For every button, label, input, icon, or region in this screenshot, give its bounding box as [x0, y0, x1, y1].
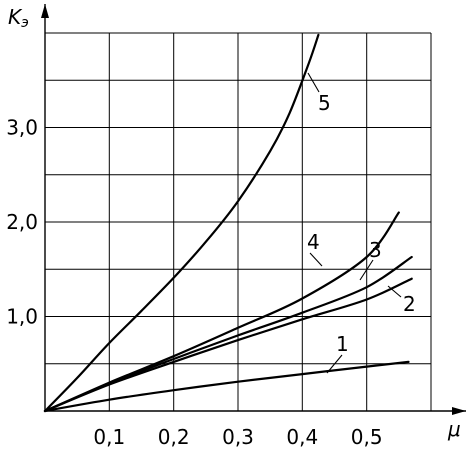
series [43, 33, 413, 413]
series-label-leader-4 [309, 252, 323, 267]
series-label-leader-1 [326, 354, 343, 374]
axes [41, 4, 466, 415]
y-axis-arrow-icon [41, 4, 49, 18]
x-tick-label: 0,1 [93, 425, 125, 449]
x-tick-label: 0,3 [222, 425, 254, 449]
x-tick-label: 0,5 [351, 425, 383, 449]
y-tick-label: 1,0 [6, 305, 38, 329]
y-tick-label: 3,0 [6, 116, 38, 140]
series-label-leader-5 [307, 72, 320, 93]
series-label-leader-3 [359, 259, 374, 281]
series-label-leader-2 [387, 285, 402, 298]
series-line-4 [43, 211, 400, 413]
x-axis-arrow-icon [452, 407, 466, 415]
series-label-5: 5 [318, 91, 331, 115]
x-tick-label: 0,4 [286, 425, 318, 449]
grid [45, 32, 432, 411]
series-labels: 1 2 3 4 5 [307, 72, 416, 374]
x-axis-label: μ [447, 417, 461, 441]
series-line-3 [43, 255, 413, 413]
y-axis-label: Kэ [8, 5, 29, 31]
y-tick-label: 2,0 [6, 210, 38, 234]
series-label-1: 1 [336, 332, 349, 356]
series-line-2 [43, 277, 413, 413]
series-label-4: 4 [307, 230, 320, 254]
tick-labels: 0,1 0,2 0,3 0,4 0,5 1,0 2,0 3,0 [6, 116, 382, 450]
x-tick-label: 0,2 [158, 425, 190, 449]
series-line-5 [43, 33, 320, 413]
series-line-1 [43, 360, 410, 413]
series-label-3: 3 [369, 238, 382, 262]
series-label-2: 2 [403, 292, 416, 316]
